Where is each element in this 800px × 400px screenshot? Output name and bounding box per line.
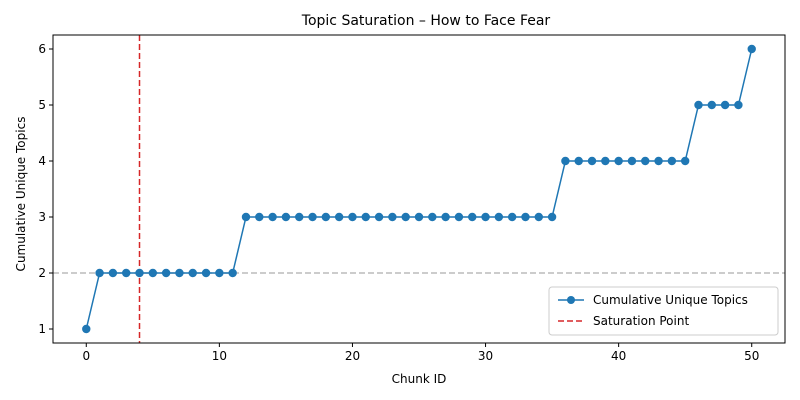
data-point [680, 156, 690, 166]
data-point [468, 212, 477, 222]
data-point [388, 212, 397, 222]
data-point [361, 212, 370, 222]
data-point [454, 212, 464, 222]
data-point [281, 212, 291, 222]
data-point [122, 268, 131, 278]
y-axis-label: Cumulative Unique Topics [14, 117, 28, 272]
y-axis: 1 2 3 4 5 6 [38, 42, 53, 336]
data-point [734, 100, 743, 110]
data-point [188, 268, 197, 278]
data-point [175, 268, 184, 278]
data-point [720, 100, 730, 110]
data-point [215, 268, 224, 278]
data-point [561, 156, 570, 166]
x-axis-label: Chunk ID [392, 372, 447, 386]
data-point [747, 44, 756, 54]
x-tick-label: 40 [611, 349, 626, 363]
data-point [201, 268, 211, 278]
x-tick-label: 50 [744, 349, 759, 363]
legend-label-saturation: Saturation Point [593, 314, 689, 328]
data-point [321, 212, 331, 222]
data-point [587, 156, 597, 166]
data-point [268, 212, 277, 222]
x-tick-label: 30 [478, 349, 493, 363]
data-point [441, 212, 450, 222]
data-point [574, 156, 583, 166]
data-point [95, 268, 104, 278]
y-tick-label: 5 [38, 98, 46, 112]
data-point [241, 212, 251, 222]
data-point [82, 324, 91, 334]
legend-marker-swatch [567, 296, 575, 304]
data-point [295, 212, 304, 222]
data-point [614, 156, 623, 166]
data-point [308, 212, 317, 222]
data-point [507, 212, 517, 222]
y-tick-label: 3 [38, 210, 46, 224]
y-tick-label: 4 [38, 154, 46, 168]
y-tick-label: 6 [38, 42, 46, 56]
legend: Cumulative Unique Topics Saturation Point [548, 286, 779, 336]
data-point [255, 212, 264, 222]
data-point [414, 212, 424, 222]
data-point [641, 156, 650, 166]
y-tick-label: 2 [38, 266, 46, 280]
data-point [494, 212, 504, 222]
x-tick-label: 0 [82, 349, 90, 363]
data-point [547, 212, 557, 222]
y-tick-label: 1 [38, 322, 46, 336]
data-point [654, 156, 663, 166]
legend-label-series: Cumulative Unique Topics [593, 293, 748, 307]
data-point [521, 212, 530, 222]
data-point [534, 212, 543, 222]
data-point [428, 212, 437, 222]
legend-box [548, 286, 779, 336]
data-point [707, 100, 716, 110]
x-axis: 0 10 20 30 40 50 [82, 343, 759, 363]
data-point [374, 212, 384, 222]
data-point [667, 156, 677, 166]
data-point [694, 100, 703, 110]
plot-frame [52, 34, 786, 344]
data-point [601, 156, 610, 166]
data-point [627, 156, 637, 166]
data-point [108, 268, 118, 278]
data-point [161, 268, 171, 278]
series-layer [82, 44, 756, 334]
data-point [148, 268, 158, 278]
data-point [401, 212, 410, 222]
x-tick-label: 20 [345, 349, 360, 363]
data-point [228, 268, 237, 278]
chart-title: Topic Saturation – How to Face Fear [301, 13, 551, 29]
data-point [481, 212, 490, 222]
data-point [334, 212, 344, 222]
data-point [348, 212, 357, 222]
data-point [135, 268, 144, 278]
x-tick-label: 10 [212, 349, 227, 363]
